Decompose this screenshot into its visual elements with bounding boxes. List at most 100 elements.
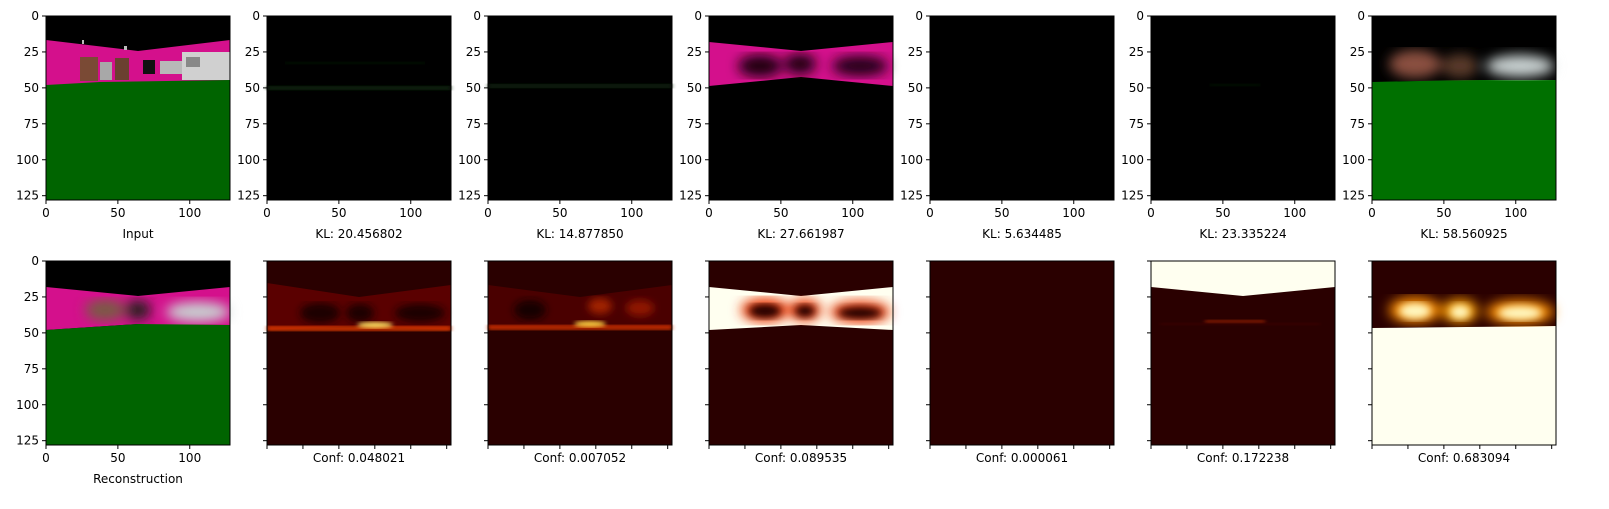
y-tick-label: 25	[1350, 45, 1365, 59]
panel-caption: Input	[122, 227, 153, 241]
panel-kl-3	[709, 16, 893, 200]
y-tick-label: 50	[24, 326, 39, 340]
panel-kl-6	[1372, 16, 1556, 200]
y-tick-label: 0	[252, 9, 260, 23]
x-tick-label: 100	[1283, 206, 1306, 220]
y-tick-label: 0	[694, 9, 702, 23]
y-tick-label: 25	[24, 45, 39, 59]
y-tick-label: 75	[24, 117, 39, 131]
x-tick-label: 100	[841, 206, 864, 220]
y-tick-label: 125	[1121, 189, 1144, 203]
axes-frame	[1371, 15, 1557, 201]
y-tick-label: 100	[679, 153, 702, 167]
panel-caption: Conf: 0.007052	[534, 451, 626, 465]
y-tick-label: 50	[687, 81, 702, 95]
x-tick-label: 50	[331, 206, 346, 220]
axes-frame	[45, 260, 231, 446]
x-tick-label: 100	[1062, 206, 1085, 220]
panel-reconstruction	[46, 261, 230, 445]
panel-caption: Conf: 0.000061	[976, 451, 1068, 465]
y-tick-label: 75	[1350, 117, 1365, 131]
y-tick-label: 50	[245, 81, 260, 95]
y-tick-label: 0	[1357, 9, 1365, 23]
x-tick-label: 50	[1436, 206, 1451, 220]
axes-frame	[45, 15, 231, 201]
heatmap-conf-4	[930, 261, 1114, 445]
heatmap-conf-6	[1372, 261, 1556, 445]
heatmap-conf-2	[488, 261, 672, 445]
y-tick-label: 0	[473, 9, 481, 23]
y-tick-label: 100	[458, 153, 481, 167]
x-tick-label: 0	[484, 206, 492, 220]
axes-frame	[708, 15, 894, 201]
x-tick-label: 0	[1147, 206, 1155, 220]
y-tick-label: 125	[900, 189, 923, 203]
y-tick-label: 50	[24, 81, 39, 95]
y-tick-label: 75	[245, 117, 260, 131]
axes-frame	[708, 260, 894, 446]
y-tick-label: 50	[1129, 81, 1144, 95]
axes-frame	[929, 260, 1115, 446]
y-tick-label: 100	[900, 153, 923, 167]
x-tick-label: 100	[178, 451, 201, 465]
panel-caption: Conf: 0.048021	[313, 451, 405, 465]
heatmap-conf-5	[1151, 261, 1335, 445]
x-tick-label: 0	[926, 206, 934, 220]
axes-frame	[266, 15, 452, 201]
x-tick-label: 0	[1368, 206, 1376, 220]
x-tick-label: 50	[110, 451, 125, 465]
y-tick-label: 100	[1342, 153, 1365, 167]
x-tick-label: 50	[552, 206, 567, 220]
y-tick-label: 125	[237, 189, 260, 203]
panel-caption: KL: 20.456802	[315, 227, 402, 241]
y-tick-label: 75	[1129, 117, 1144, 131]
y-tick-label: 125	[679, 189, 702, 203]
y-tick-label: 75	[466, 117, 481, 131]
y-tick-label: 100	[1121, 153, 1144, 167]
panel-caption: KL: 5.634485	[982, 227, 1062, 241]
panel-kl-4	[930, 16, 1114, 200]
y-tick-label: 25	[24, 290, 39, 304]
x-tick-label: 50	[110, 206, 125, 220]
y-tick-label: 75	[24, 362, 39, 376]
y-tick-label: 50	[908, 81, 923, 95]
axes-frame	[1150, 260, 1336, 446]
y-tick-label: 25	[466, 45, 481, 59]
y-tick-label: 0	[1136, 9, 1144, 23]
panel-caption: Conf: 0.089535	[755, 451, 847, 465]
y-tick-label: 125	[458, 189, 481, 203]
heatmap-conf-3	[709, 261, 893, 445]
x-tick-label: 100	[620, 206, 643, 220]
x-tick-label: 50	[773, 206, 788, 220]
y-tick-label: 125	[16, 434, 39, 448]
x-tick-label: 0	[42, 206, 50, 220]
panel-kl-5	[1151, 16, 1335, 200]
heatmap-conf-1	[267, 261, 451, 445]
y-tick-label: 50	[466, 81, 481, 95]
x-tick-label: 50	[1215, 206, 1230, 220]
axes-frame	[1371, 260, 1557, 446]
axes-frame	[487, 15, 673, 201]
panel-caption: Reconstruction	[93, 472, 183, 486]
x-tick-label: 0	[42, 451, 50, 465]
y-tick-label: 100	[16, 398, 39, 412]
axes-frame	[929, 15, 1115, 201]
y-tick-label: 25	[245, 45, 260, 59]
y-tick-label: 100	[237, 153, 260, 167]
panel-caption: KL: 14.877850	[536, 227, 623, 241]
y-tick-label: 75	[908, 117, 923, 131]
panel-caption: KL: 27.661987	[757, 227, 844, 241]
y-tick-label: 25	[687, 45, 702, 59]
panel-input	[46, 16, 230, 200]
panel-caption: Conf: 0.683094	[1418, 451, 1510, 465]
y-tick-label: 100	[16, 153, 39, 167]
panel-kl-2	[488, 16, 672, 200]
panel-caption: Conf: 0.172238	[1197, 451, 1289, 465]
panel-caption: KL: 58.560925	[1420, 227, 1507, 241]
panel-caption: KL: 23.335224	[1199, 227, 1286, 241]
x-tick-label: 50	[994, 206, 1009, 220]
axes-frame	[1150, 15, 1336, 201]
y-tick-label: 25	[1129, 45, 1144, 59]
